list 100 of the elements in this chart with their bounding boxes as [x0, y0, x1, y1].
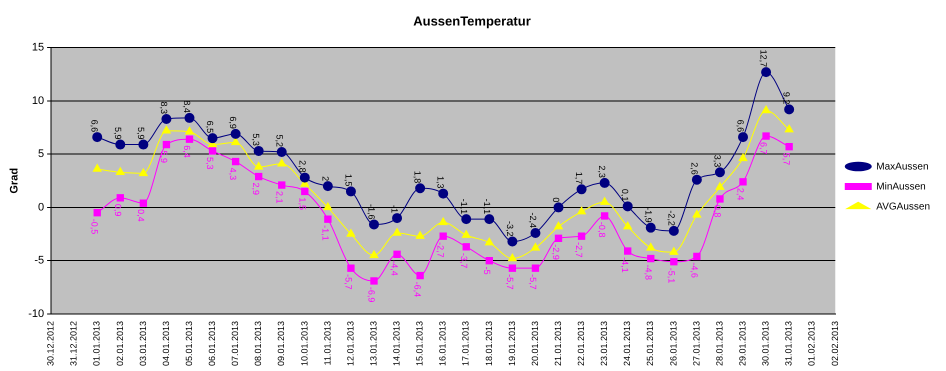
- point: [669, 247, 678, 255]
- x-tick-label: 15.01.2013: [414, 320, 425, 366]
- data-label: 5,9: [136, 127, 146, 140]
- point: [94, 209, 101, 216]
- point: [230, 128, 241, 139]
- point: [762, 105, 770, 114]
- data-label: 0,1: [620, 188, 630, 202]
- point: [622, 201, 633, 212]
- point: [646, 222, 656, 233]
- point: [301, 188, 308, 196]
- data-label: 1,8: [412, 170, 423, 184]
- x-tick-label: 08.01.2013: [253, 320, 264, 366]
- point: [668, 226, 679, 236]
- x-tick-label: 18.01.2013: [484, 320, 494, 366]
- x-tick-label: 12.01.2013: [345, 320, 356, 366]
- point: [438, 217, 448, 226]
- point: [162, 140, 170, 148]
- y-tick-label: 15: [32, 42, 44, 54]
- x-tick-label: 29.01.2013: [738, 320, 748, 366]
- data-label: 1,7: [574, 172, 584, 184]
- x-tick-label: 16.01.2013: [438, 320, 448, 366]
- point: [761, 67, 772, 78]
- data-label: 5,9: [112, 127, 123, 140]
- point: [140, 199, 148, 207]
- data-label: 1,3: [436, 176, 446, 189]
- point: [392, 228, 402, 236]
- point: [185, 126, 194, 135]
- data-label: -6,4: [412, 282, 423, 298]
- point: [484, 238, 494, 246]
- data-label: 0,4: [136, 209, 146, 222]
- y-tick-label: 5: [38, 148, 44, 160]
- data-label: -2,9: [551, 244, 562, 260]
- point: [532, 264, 540, 272]
- data-label: -5,7: [528, 274, 538, 290]
- x-tick-label: 30.01.2013: [760, 320, 771, 366]
- x-tick-label: 01.01.2013: [92, 320, 102, 366]
- point: [323, 202, 332, 210]
- point: [577, 206, 586, 214]
- x-tick-label: 14.01.2013: [392, 320, 402, 366]
- x-tick-label: 25.01.2013: [645, 320, 656, 366]
- point: [716, 182, 724, 190]
- point: [322, 181, 333, 192]
- data-label: -0,8: [597, 222, 608, 238]
- y-axis-title: Grad: [8, 168, 21, 194]
- point: [578, 232, 586, 240]
- data-label: 5,7: [782, 152, 792, 166]
- x-tick-label: 06.01.2013: [207, 320, 218, 366]
- data-label: -4,6: [689, 262, 700, 278]
- data-label: 2,8: [297, 160, 308, 173]
- point: [692, 174, 702, 185]
- legend-label: MinAussen: [876, 181, 926, 192]
- point: [692, 210, 702, 218]
- data-label: 6,5: [205, 120, 216, 134]
- x-tick-label: 27.01.2013: [691, 320, 702, 366]
- x-tick-label: 31.12.2012: [68, 320, 79, 366]
- point: [623, 222, 632, 230]
- x-tick-label: 03.01.2013: [138, 320, 148, 366]
- point: [276, 147, 287, 158]
- data-label: 2: [320, 176, 330, 182]
- data-label: 5,2: [274, 134, 284, 148]
- x-tick-label: 23.01.2013: [599, 320, 610, 366]
- data-label: 0,9: [112, 204, 123, 216]
- point: [116, 194, 124, 202]
- data-label: 6,6: [90, 120, 100, 132]
- point: [508, 264, 516, 272]
- x-tick-label: 19.01.2013: [506, 320, 517, 366]
- point: [324, 215, 332, 223]
- data-label: -2,2: [666, 210, 676, 226]
- point: [785, 143, 793, 150]
- x-tick-label: 17.01.2013: [460, 320, 471, 366]
- point: [347, 264, 355, 272]
- point: [600, 197, 610, 205]
- point: [277, 158, 286, 166]
- point: [600, 178, 610, 188]
- x-tick-label: 20.01.2013: [530, 320, 540, 366]
- data-label: -2,7: [574, 242, 584, 258]
- point: [484, 214, 494, 224]
- point: [576, 184, 587, 194]
- point: [346, 186, 356, 196]
- point: [508, 254, 517, 262]
- data-label: 6,6: [736, 120, 746, 132]
- point: [138, 168, 148, 176]
- x-tick-label: 02.02.2013: [830, 320, 840, 366]
- point: [393, 250, 401, 258]
- point: [138, 140, 148, 150]
- point: [531, 242, 540, 251]
- data-label: -1: [390, 205, 400, 214]
- point: [693, 252, 701, 260]
- data-label: -0,5: [90, 218, 100, 234]
- point: [600, 212, 608, 220]
- data-label: 2,9: [251, 182, 262, 196]
- point: [92, 164, 102, 172]
- x-tick-label: 31.01.2013: [784, 320, 794, 366]
- data-label: 8,3: [158, 101, 169, 114]
- point: [762, 132, 770, 140]
- point: [184, 112, 194, 123]
- x-tick-label: 02.01.2013: [114, 320, 125, 366]
- point: [739, 178, 747, 186]
- point: [416, 272, 424, 280]
- point: [462, 243, 470, 251]
